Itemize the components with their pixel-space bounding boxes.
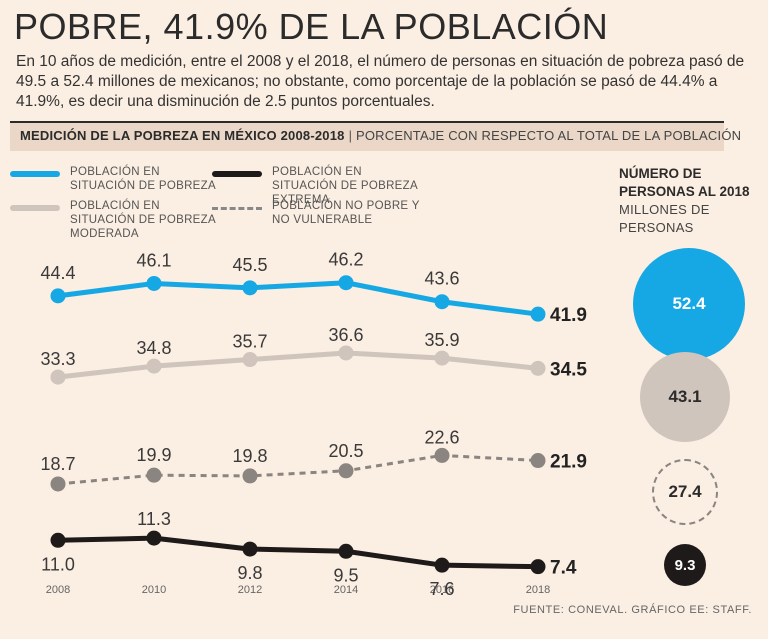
legend-label-no-pobre: POBLACIÓN NO POBRE Y NO VULNERABLE	[272, 200, 420, 226]
x-tick-label-2018: 2018	[526, 584, 550, 596]
series-line-extrema	[55, 535, 541, 570]
side-header-title: NÚMERO DE PERSONAS AL 2018	[619, 166, 750, 199]
data-label-moderada-2010: 34.8	[136, 338, 171, 358]
data-label-extrema-2018: 7.4	[550, 558, 577, 579]
section-header: MEDICIÓN DE LA POBREZA EN MÉXICO 2008-20…	[10, 121, 741, 151]
point-extrema-2008	[50, 532, 66, 548]
point-extrema-2018	[530, 559, 546, 575]
legend-item-extrema: POBLACIÓN EN SITUACIÓN DE POBREZA EXTREM…	[212, 165, 422, 207]
circle-no-pobre-value: 27.4	[668, 482, 702, 501]
point-moderada-2012	[242, 352, 258, 368]
data-label-extrema-2014: 9.5	[333, 565, 358, 585]
legend-swatch-pobreza	[10, 171, 60, 177]
side-header-units: MILLONES DE PERSONAS	[619, 202, 710, 235]
point-pobreza-2016	[434, 294, 450, 310]
data-label-moderada-2012: 35.7	[232, 332, 267, 352]
point-no_pobre-2012	[242, 468, 258, 484]
legend-item-no-pobre: POBLACIÓN NO POBRE Y NO VULNERABLE	[212, 199, 422, 227]
point-moderada-2018	[530, 360, 546, 376]
data-label-no_pobre-2010: 19.9	[136, 445, 171, 465]
legend-item-pobreza: POBLACIÓN EN SITUACIÓN DE POBREZA	[10, 165, 220, 193]
subtitle: En 10 años de medición, entre el 2008 y …	[16, 53, 745, 110]
legend-swatch-moderada	[10, 205, 60, 211]
circle-extrema-value: 9.3	[674, 556, 696, 574]
point-pobreza-2014	[338, 275, 354, 291]
data-label-extrema-2016: 7.6	[429, 579, 454, 599]
point-moderada-2014	[338, 345, 354, 361]
legend-label-pobreza: POBLACIÓN EN SITUACIÓN DE POBREZA	[70, 166, 216, 192]
data-label-pobreza-2010: 46.1	[136, 250, 171, 270]
series-line-pobreza	[55, 280, 541, 317]
point-pobreza-2008	[50, 288, 66, 304]
page-title: POBRE, 41.9% DE LA POBLACIÓN	[14, 6, 609, 47]
data-label-no_pobre-2012: 19.8	[232, 446, 267, 466]
point-extrema-2016	[434, 557, 450, 573]
point-extrema-2010	[146, 530, 162, 546]
data-label-extrema-2008: 11.0	[41, 554, 75, 574]
x-tick-label-2008: 2008	[46, 584, 70, 596]
series-pobreza: 44.4 46.1 45.5 46.2 43.6 41.9	[40, 250, 587, 326]
data-label-pobreza-2014: 46.2	[328, 250, 363, 270]
x-tick-label-2014: 2014	[334, 584, 358, 596]
x-tick-label-2010: 2010	[142, 584, 166, 596]
data-label-pobreza-2018: 41.9	[550, 305, 587, 326]
x-tick-label-2016: 2016	[430, 584, 454, 596]
series-extrema: 11.0 11.3 9.8 9.5 7.6 7.4	[41, 509, 577, 599]
series-moderada: 33.3 34.8 35.7 36.6 35.9 34.5	[40, 325, 587, 385]
x-tick-label-2012: 2012	[238, 584, 262, 596]
circle-pobreza: 52.4	[633, 248, 745, 360]
data-label-no_pobre-2016: 22.6	[424, 427, 459, 447]
data-label-moderada-2008: 33.3	[40, 349, 75, 369]
point-moderada-2010	[146, 358, 162, 374]
data-label-pobreza-2016: 43.6	[424, 269, 459, 289]
point-pobreza-2012	[242, 280, 258, 296]
circle-moderada-value: 43.1	[668, 387, 702, 406]
point-no_pobre-2010	[146, 467, 162, 483]
point-no_pobre-2018	[530, 453, 546, 469]
series-line-no_pobre	[57, 453, 539, 486]
data-label-pobreza-2008: 44.4	[40, 263, 75, 283]
section-separator: |	[348, 128, 352, 143]
section-title: MEDICIÓN DE LA POBREZA EN MÉXICO 2008-20…	[20, 128, 345, 143]
point-moderada-2016	[434, 350, 450, 366]
legend-item-moderada: POBLACIÓN EN SITUACIÓN DE POBREZA MODERA…	[10, 199, 220, 241]
circle-no-pobre: 27.4	[652, 459, 718, 525]
data-label-moderada-2014: 36.6	[328, 325, 363, 345]
data-label-moderada-2018: 34.5	[550, 359, 587, 380]
series-line-moderada	[55, 350, 541, 380]
data-label-moderada-2016: 35.9	[424, 330, 459, 350]
point-extrema-2012	[242, 541, 258, 557]
point-no_pobre-2008	[50, 476, 66, 492]
data-label-no_pobre-2014: 20.5	[328, 441, 363, 461]
side-header: NÚMERO DE PERSONAS AL 2018 MILLONES DE P…	[619, 165, 759, 237]
legend-label-moderada: POBLACIÓN EN SITUACIÓN DE POBREZA MODERA…	[70, 200, 216, 240]
data-label-extrema-2012: 9.8	[237, 563, 262, 583]
point-extrema-2014	[338, 543, 354, 559]
legend-swatch-no-pobre	[212, 207, 262, 210]
legend-swatch-extrema	[212, 171, 262, 177]
legend-label-extrema: POBLACIÓN EN SITUACIÓN DE POBREZA EXTREM…	[272, 166, 418, 206]
point-no_pobre-2014	[338, 463, 354, 479]
circle-extrema: 9.3	[664, 544, 706, 586]
point-no_pobre-2016	[434, 447, 450, 463]
data-label-extrema-2010: 11.3	[137, 509, 171, 529]
point-moderada-2008	[50, 369, 66, 385]
section-subtitle: PORCENTAJE CON RESPECTO AL TOTAL DE LA P…	[355, 128, 742, 143]
source-credit: FUENTE: CONEVAL. GRÁFICO EE: STAFF.	[513, 604, 752, 616]
circle-pobreza-value: 52.4	[672, 294, 706, 313]
series-no_pobre: 18.7 19.9 19.8 20.5 22.6 21.9	[40, 427, 587, 492]
circle-moderada: 43.1	[640, 352, 730, 442]
data-label-no_pobre-2018: 21.9	[550, 452, 587, 473]
data-label-pobreza-2012: 45.5	[232, 255, 267, 275]
point-pobreza-2010	[146, 275, 162, 291]
point-pobreza-2018	[530, 306, 546, 322]
data-label-no_pobre-2008: 18.7	[40, 454, 75, 474]
